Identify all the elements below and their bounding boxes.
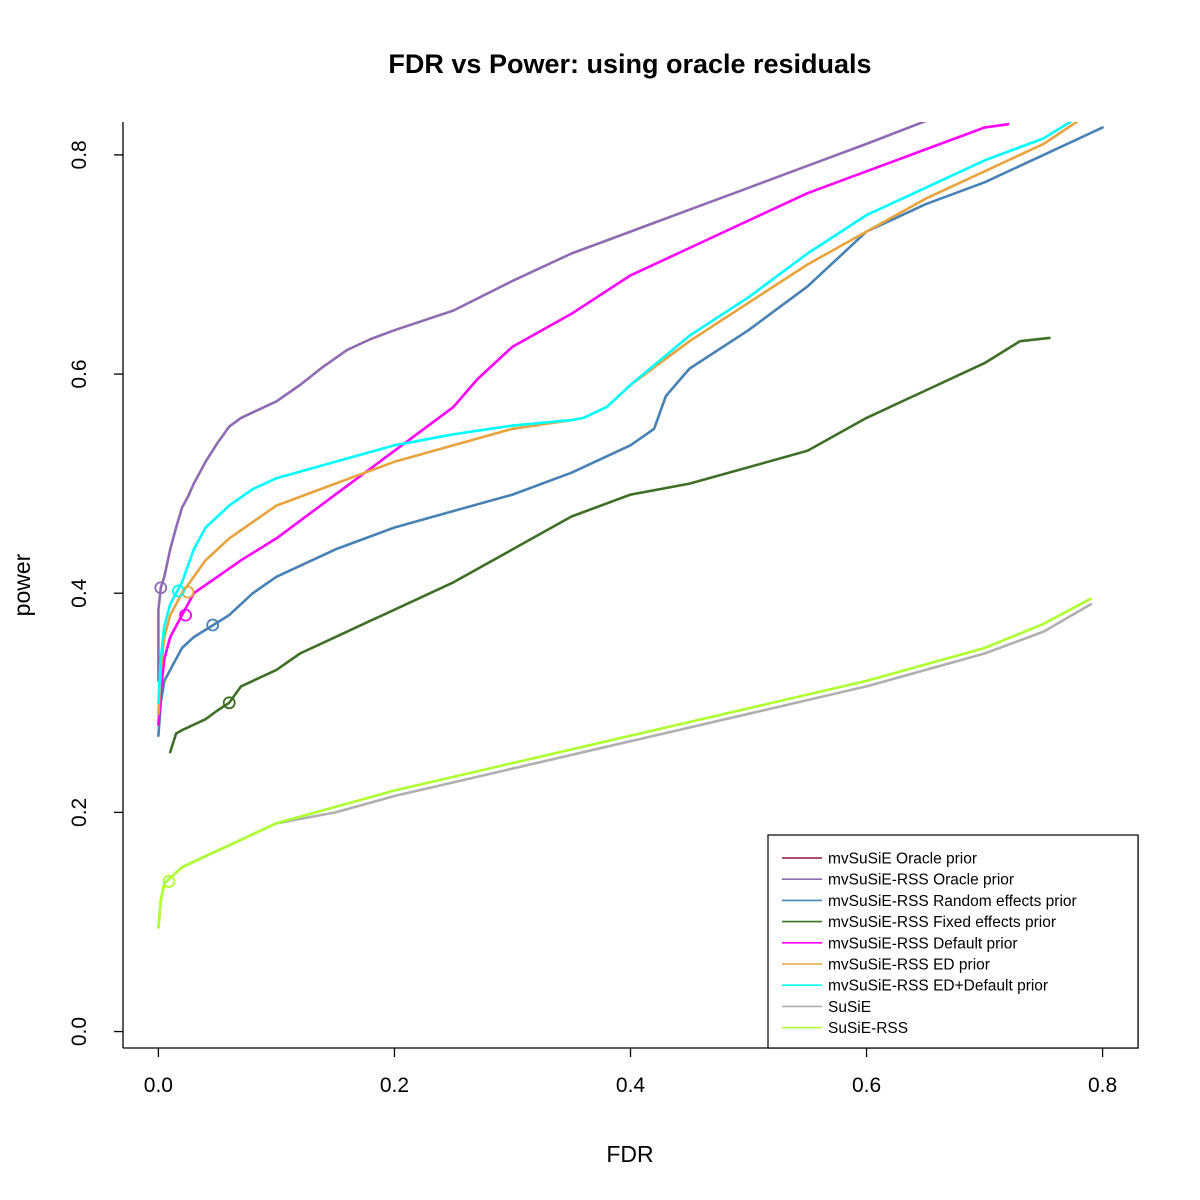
x-tick-label: 0.6 (852, 1074, 881, 1097)
chart-title: FDR vs Power: using oracle residuals (388, 49, 871, 79)
series-marker-mvsusie-rss-ed-prior (181, 585, 195, 599)
legend-entry-label: mvSuSiE Oracle prior (828, 851, 977, 868)
legend-entry-label: SuSiE-RSS (828, 1020, 908, 1037)
legend-entry-label: mvSuSiE-RSS Fixed effects prior (828, 914, 1056, 931)
series-line-mvsusie-rss-default-prior (157, 122, 1010, 726)
legend-entry-label: mvSuSiE-RSS ED prior (828, 957, 990, 974)
y-axis-label: power (9, 553, 35, 616)
legend-entry-label: mvSuSiE-RSS ED+Default prior (828, 978, 1048, 995)
x-tick-label: 0.4 (616, 1074, 646, 1097)
series-layer (154, 122, 1104, 929)
ticks: 0.0 0.2 0.4 0.6 0.8 0.0 0.2 0.4 0.6 0.8 (68, 140, 1117, 1097)
y-tick-label: 0.6 (68, 359, 91, 388)
x-tick-label: 0.8 (1088, 1074, 1117, 1097)
y-tick-label: 0.8 (68, 140, 91, 169)
series-line-susie-rss (157, 597, 1093, 929)
legend-entry-label: mvSuSiE-RSS Random effects prior (828, 893, 1077, 910)
x-axis-label: FDR (606, 1141, 653, 1167)
y-tick-label: 0.4 (68, 578, 91, 608)
legend: mvSuSiE Oracle prior mvSuSiE-RSS Oracle p… (767, 834, 1139, 1049)
series-marker-mvsusie-rss-oracle-prior (154, 581, 168, 595)
series-line-mvsusie-rss-random-effects-prior (157, 126, 1104, 737)
series-line-mvsusie-rss-ed-default-prior (157, 122, 1073, 705)
series-marker-mvsusie-rss-random-effects-prior (206, 618, 220, 632)
series-marker-mvsusie-rss-ed-default-prior (172, 584, 185, 598)
x-tick-label: 0.0 (144, 1074, 173, 1097)
legend-entry-label: mvSuSiE-RSS Oracle prior (828, 872, 1014, 889)
series-line-mvsusie-rss-ed-prior (157, 122, 1079, 716)
y-tick-label: 0.2 (68, 798, 91, 827)
legend-entry-label: SuSiE (828, 999, 871, 1016)
legend-entry-label: mvSuSiE-RSS Default prior (828, 935, 1018, 952)
x-tick-label: 0.2 (380, 1074, 409, 1097)
legend-box (767, 834, 1139, 1049)
series-line-mvsusie-rss-fixed-effects-prior (168, 336, 1051, 754)
y-tick-label: 0.0 (68, 1017, 91, 1046)
series-marker-susie-rss (162, 875, 176, 888)
series-marker-mvsusie-rss-default-prior (179, 608, 192, 622)
series-line-mvsusie-rss-oracle-prior (157, 122, 927, 683)
series-marker-mvsusie-rss-fixed-effects-prior (222, 696, 236, 710)
